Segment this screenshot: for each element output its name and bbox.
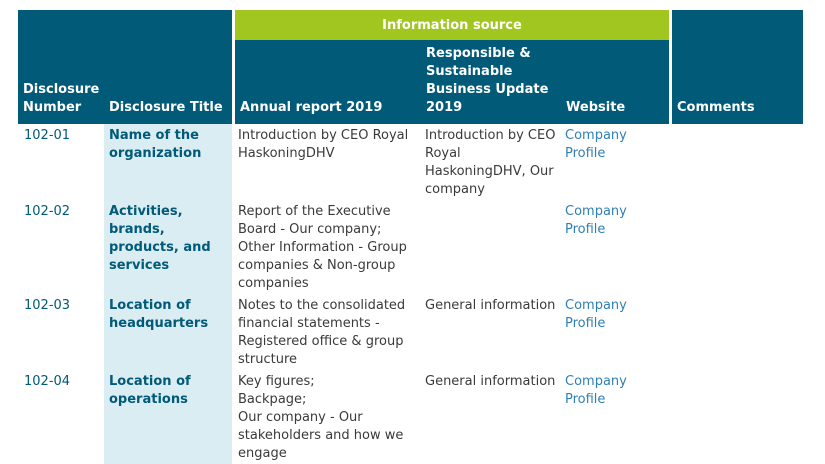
header-disclosure-number: Disclosure Number bbox=[18, 10, 104, 124]
row-4-title: Location of operations bbox=[109, 374, 191, 407]
header-disclosure-number-label: Disclosure Number bbox=[23, 82, 100, 115]
header-website-label: Website bbox=[566, 100, 626, 115]
row-2-number: 102-02 bbox=[24, 204, 71, 219]
header-disclosure-title: Disclosure Title bbox=[104, 10, 232, 124]
row-3-number: 102-03 bbox=[24, 298, 71, 313]
information-source-label: Information source bbox=[382, 17, 522, 33]
header-responsible-business-label: Responsible & Sustainable Business Updat… bbox=[426, 46, 549, 115]
header-comments-label: Comments bbox=[677, 100, 755, 115]
information-source-banner: Information source bbox=[235, 10, 669, 40]
row-1-number: 102-01 bbox=[24, 128, 71, 143]
row-1-annual-report: Introduction by CEO Royal HaskoningDHV bbox=[238, 128, 409, 161]
row-3-title: Location of headquarters bbox=[109, 298, 209, 331]
disclosure-title-column-bg bbox=[104, 124, 232, 464]
row-3-annual-report: Notes to the consolidated financial stat… bbox=[238, 298, 406, 367]
row-2-title: Activities, brands, products, and servic… bbox=[109, 204, 211, 273]
row-2-website-link[interactable]: Company Profile bbox=[565, 204, 627, 237]
row-1-responsible-update: Introduction by CEO Royal HaskoningDHV, … bbox=[425, 128, 556, 197]
header-disclosure-title-label: Disclosure Title bbox=[109, 100, 223, 115]
row-2-annual-report: Report of the Executive Board - Our comp… bbox=[238, 204, 407, 291]
row-4-website-link[interactable]: Company Profile bbox=[565, 374, 627, 407]
row-4-responsible-update: General information bbox=[425, 374, 556, 389]
header-comments: Comments bbox=[672, 10, 803, 124]
row-3-website-link[interactable]: Company Profile bbox=[565, 298, 627, 331]
header-responsible-business: Responsible & Sustainable Business Updat… bbox=[421, 40, 561, 124]
row-3-responsible-update: General information bbox=[425, 298, 556, 313]
row-1-title: Name of the organization bbox=[109, 128, 202, 161]
row-1-website-link[interactable]: Company Profile bbox=[565, 128, 627, 161]
header-annual-report-label: Annual report 2019 bbox=[240, 100, 383, 115]
header-website: Website bbox=[561, 40, 669, 124]
row-4-number: 102-04 bbox=[24, 374, 71, 389]
row-4-annual-report: Key figures; Backpage; Our company - Our… bbox=[238, 374, 404, 461]
header-annual-report: Annual report 2019 bbox=[235, 40, 421, 124]
